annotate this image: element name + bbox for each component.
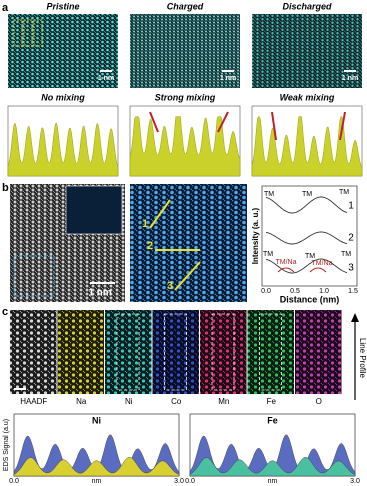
label: Distance (nm) [280, 294, 340, 304]
eds-map [105, 310, 152, 394]
eds-map [152, 310, 199, 394]
eds-map [10, 310, 57, 394]
label: Na [76, 397, 87, 406]
label: TM [339, 189, 349, 196]
label: 1.0 [319, 288, 329, 295]
profile [7, 122, 119, 177]
tm-signal [189, 456, 356, 477]
micrograph [8, 14, 118, 88]
label: 2 [147, 240, 153, 252]
tm-signal [13, 456, 180, 477]
arrow [217, 111, 229, 133]
profile-curve [265, 196, 348, 214]
eds-map [295, 310, 342, 394]
label: Line Profile [358, 338, 367, 379]
label: Fe [267, 415, 278, 425]
label: 1 [348, 201, 354, 212]
scale-bar [100, 70, 112, 72]
label: TM [263, 251, 273, 258]
label: c [2, 306, 8, 318]
label: 3 [348, 263, 354, 274]
label: 1.5 [348, 288, 358, 295]
overlay [33, 19, 43, 47]
label: Mn [218, 397, 229, 406]
label: 3.0 [174, 478, 184, 485]
overlay [13, 19, 23, 47]
label: Ni [92, 415, 101, 425]
label: TM [305, 253, 315, 260]
label: O [316, 397, 322, 406]
label: 0.0 [185, 478, 195, 485]
label: 0.0 [261, 288, 271, 295]
label: a [2, 2, 9, 14]
label: 0.5 [290, 288, 300, 295]
profile-curve [265, 258, 348, 274]
eds-map [247, 310, 294, 394]
label: TM/Na [312, 260, 333, 267]
eds-map [57, 310, 104, 394]
arrow [339, 111, 346, 141]
label: TM/Na [276, 259, 297, 266]
label: Discharged [282, 1, 332, 11]
label: Intensity (a. u.) [251, 207, 260, 264]
inset [65, 185, 123, 235]
arrow [271, 111, 277, 141]
label: TM [302, 191, 312, 198]
label: 1 nm [98, 75, 114, 82]
label: Strong mixing [155, 92, 216, 102]
arrow-head [351, 313, 359, 322]
overlay [23, 19, 33, 47]
label: 1 nm [342, 75, 358, 82]
label: No mixing [41, 92, 85, 102]
scale-bar [222, 70, 234, 72]
label: 1 nm [88, 288, 111, 299]
label: 2 [348, 233, 354, 244]
label: 1 [142, 218, 148, 230]
curve-highlight [277, 267, 327, 273]
label: nm [268, 478, 278, 485]
label: Charged [167, 1, 204, 11]
profile-curve [265, 231, 348, 245]
eds-map [200, 310, 247, 394]
label: Co [171, 397, 182, 406]
roi [116, 313, 140, 391]
label: b [2, 182, 9, 194]
profile [129, 116, 241, 177]
micrograph [130, 184, 247, 302]
label: HAADF [20, 397, 47, 406]
micrograph [130, 14, 240, 88]
profile-line [149, 199, 171, 229]
label: EDS Signal (a.u) [3, 419, 10, 471]
label: 3 [167, 280, 173, 292]
label: nm [92, 478, 102, 485]
roi [259, 313, 282, 391]
scale-bar [90, 282, 115, 284]
label: 3.0 [350, 478, 360, 485]
label: Ni [125, 397, 133, 406]
label: TM [341, 251, 351, 258]
arrow [149, 111, 159, 133]
roi [13, 255, 55, 297]
roi [164, 313, 187, 391]
label: 0.0 [9, 478, 19, 485]
label: Pristine [46, 1, 79, 11]
label: TM [264, 191, 274, 198]
micrograph [252, 14, 362, 88]
scale-bar [14, 388, 26, 390]
scale-bar [344, 70, 356, 72]
profile-line [174, 261, 201, 291]
roi [211, 313, 235, 391]
profile [251, 116, 363, 177]
label: Weak mixing [280, 92, 335, 102]
label: Fe [267, 397, 277, 406]
label: 1 nm [220, 75, 236, 82]
